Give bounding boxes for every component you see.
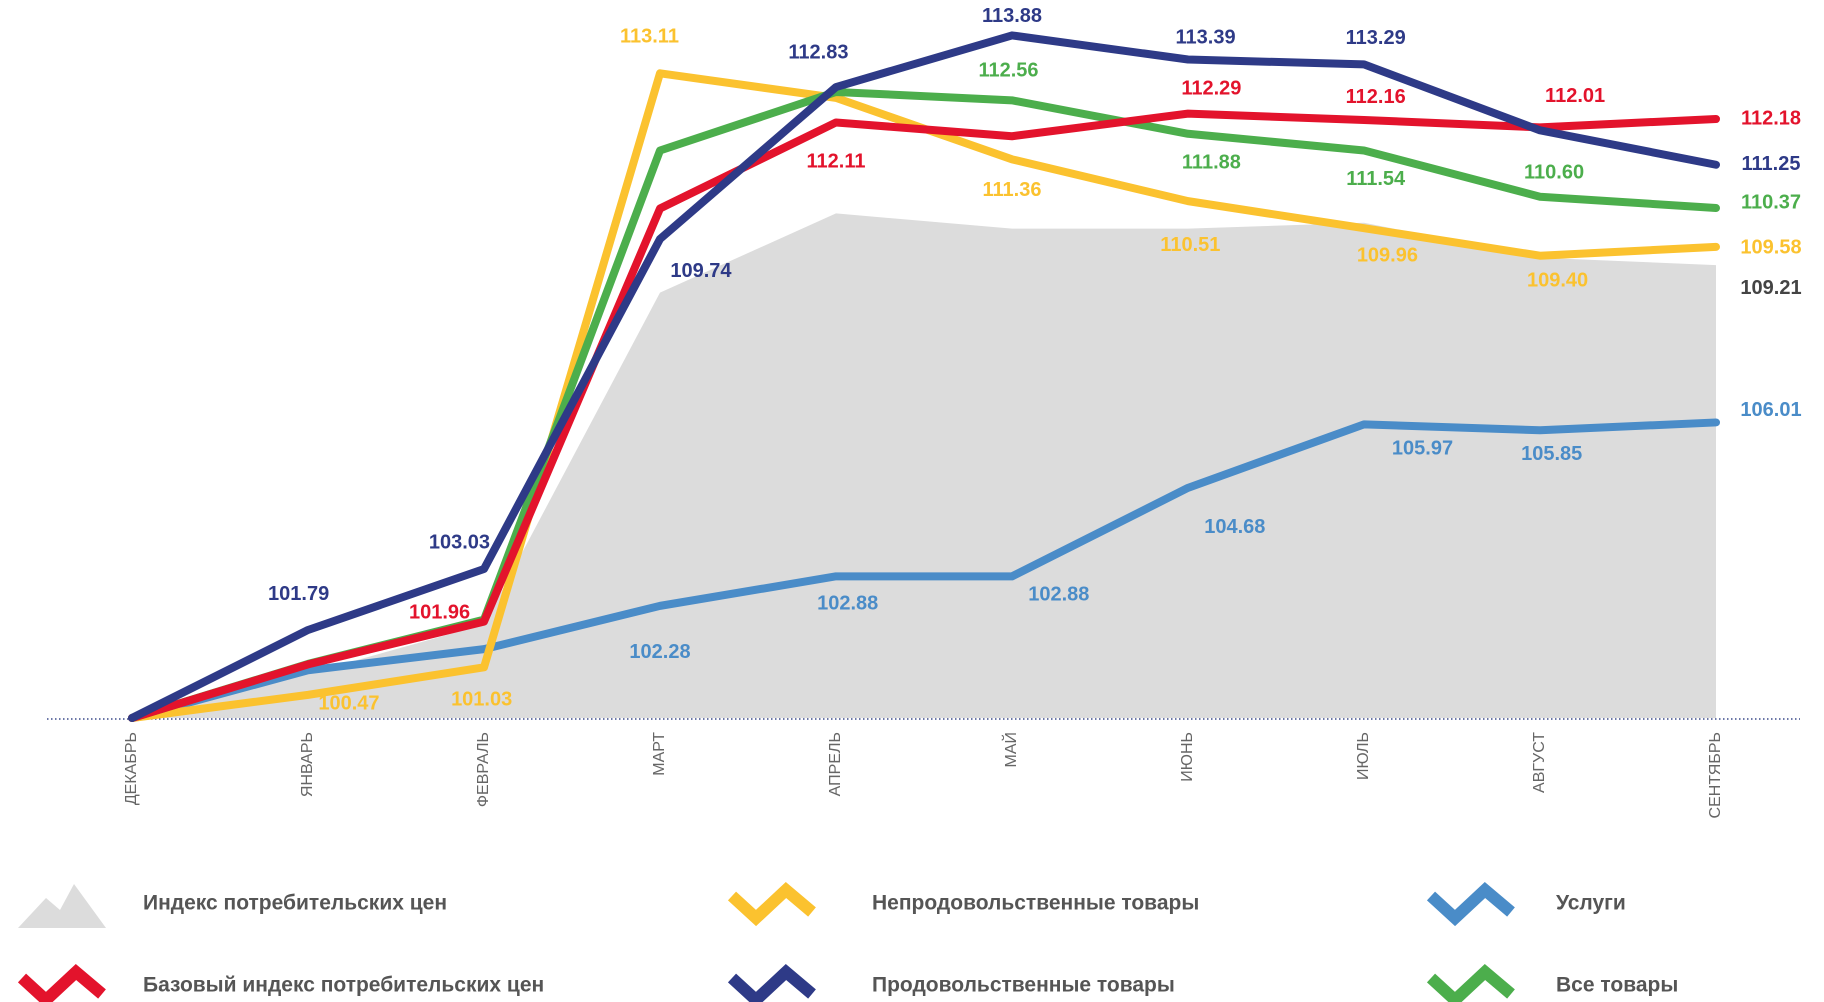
data-label: 110.51 — [1160, 234, 1220, 256]
data-label: 112.56 — [978, 59, 1038, 81]
legend-label: Непродовольственные товары — [872, 892, 1199, 915]
data-label: 113.39 — [1176, 27, 1236, 49]
legend-label: Базовый индекс потребительских цен — [143, 974, 544, 997]
area-layer — [132, 213, 1716, 719]
legend: Индекс потребительских цен Базовый индекс… — [17, 881, 1678, 1002]
legend-icon — [18, 884, 106, 928]
series-line — [128, 109, 1720, 722]
data-label: 111.25 — [1742, 153, 1801, 175]
data-label: 109.74 — [670, 260, 732, 282]
data-label: 113.11 — [620, 25, 679, 47]
x-tick-label: МАЙ — [1001, 732, 1020, 768]
data-label: 102.88 — [1028, 583, 1089, 605]
data-label: 101.96 — [409, 602, 470, 624]
area — [132, 213, 1716, 719]
legend-icon — [1426, 881, 1515, 927]
legend-icon — [727, 881, 816, 927]
data-label: 106.01 — [1740, 399, 1801, 421]
data-label: 112.18 — [1741, 107, 1801, 129]
data-label: 102.88 — [817, 593, 878, 615]
data-label: 111.88 — [1182, 151, 1241, 173]
data-label: 103.03 — [429, 532, 490, 554]
data-label: 111.54 — [1346, 168, 1406, 190]
series-line — [128, 418, 1720, 722]
data-label: 112.16 — [1346, 86, 1406, 108]
data-label: 109.58 — [1740, 236, 1801, 258]
data-label: 109.40 — [1527, 270, 1588, 292]
x-tick-label: ФЕВРАЛЬ — [475, 732, 492, 807]
data-label: 110.37 — [1741, 192, 1801, 214]
label-layer: 109.21 102.28 102.88 102.88 104.68 105.97 105.… — [268, 5, 1802, 715]
data-label: 112.11 — [807, 151, 866, 173]
data-label: 105.97 — [1392, 437, 1453, 459]
data-label: 104.68 — [1204, 516, 1265, 538]
data-label: 100.47 — [318, 693, 379, 715]
legend-label: Все товары — [1556, 974, 1678, 997]
data-label: 110.60 — [1524, 162, 1584, 184]
data-label: 112.83 — [788, 41, 848, 63]
x-tick-label: ЯНВАРЬ — [299, 732, 316, 797]
data-label: 109.21 — [1740, 277, 1801, 299]
data-label: 113.29 — [1346, 27, 1406, 49]
data-label: 102.28 — [629, 641, 690, 663]
x-tick-label: СЕНТЯБРЬ — [1707, 732, 1724, 818]
legend-icon — [1426, 963, 1515, 1002]
x-tick-label: АПРЕЛЬ — [827, 732, 844, 796]
legend-icon — [17, 963, 106, 1002]
data-label: 101.03 — [451, 688, 512, 710]
data-label: 112.01 — [1545, 85, 1605, 107]
legend-label: Продовольственные товары — [872, 974, 1175, 997]
series-line — [128, 31, 1720, 722]
legend-icon — [727, 963, 816, 1002]
data-label: 113.88 — [982, 5, 1042, 27]
data-label: 112.29 — [1181, 77, 1241, 99]
x-tick-label: ДЕКАБРЬ — [123, 732, 140, 805]
axis-layer: ДЕКАБРЬ ЯНВАРЬ ФЕВРАЛЬ МАРТ АПРЕЛЬ МАЙ ИЮНЬ ИЮЛ… — [47, 718, 1800, 818]
x-tick-label: МАРТ — [651, 732, 668, 776]
data-label: 105.85 — [1521, 443, 1582, 465]
data-label: 111.36 — [983, 179, 1042, 201]
x-tick-label: ИЮНЬ — [1179, 732, 1196, 782]
line-layer — [128, 31, 1720, 722]
legend-label: Услуги — [1556, 892, 1626, 915]
data-label: 101.79 — [268, 583, 329, 605]
data-label: 109.96 — [1357, 245, 1418, 267]
legend-label: Индекс потребительских цен — [143, 892, 447, 915]
x-tick-label: ИЮЛЬ — [1355, 732, 1372, 780]
x-tick-label: АВГУСТ — [1531, 732, 1548, 793]
